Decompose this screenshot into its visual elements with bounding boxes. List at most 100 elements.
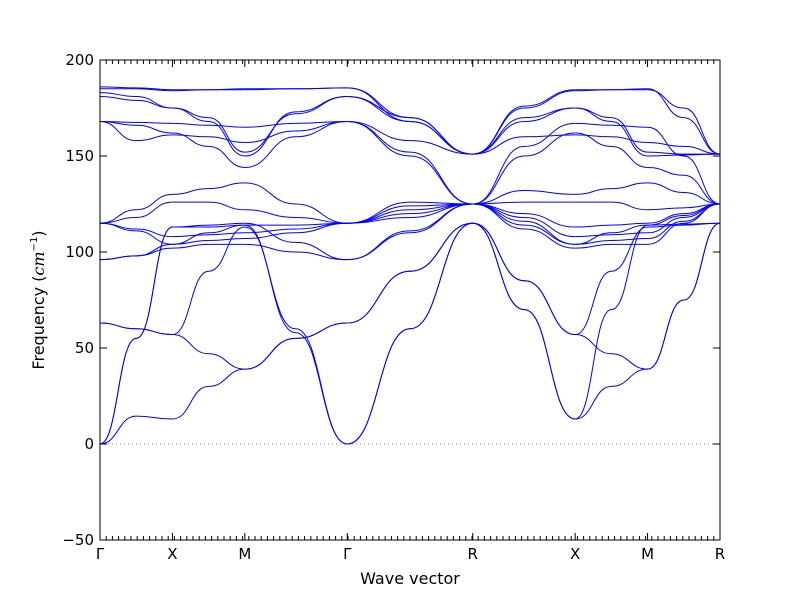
band-line-seg4-b12	[472, 122, 576, 205]
x-tick-label: R	[468, 545, 478, 563]
band-line-seg2-b12	[244, 120, 348, 128]
band-line-seg1-b6	[172, 238, 245, 245]
band-line-seg5-b12	[575, 122, 648, 128]
band-line-seg2-b5	[244, 243, 348, 261]
y-tick-label: 0	[84, 435, 94, 453]
band-line-seg5-b0	[575, 368, 648, 420]
band-line-seg2-b4	[244, 222, 348, 261]
x-axis-label: Wave vector	[360, 569, 460, 588]
band-line-seg0-b0	[99, 415, 173, 445]
band-line-seg5-b17	[575, 88, 648, 91]
band-line-seg3-b7	[347, 203, 473, 224]
y-tick-label: 200	[65, 51, 94, 69]
band-line-seg0-b2	[99, 226, 173, 445]
band-line-seg6-b8	[647, 203, 721, 226]
band-line-seg3-b10	[347, 201, 473, 224]
plot-frame	[99, 59, 721, 541]
band-line-seg1-b10	[172, 182, 245, 195]
band-line-seg3-b12	[347, 120, 473, 205]
y-axis-label-unit: cm	[29, 251, 48, 275]
band-line-seg0-b8	[99, 222, 173, 245]
band-line-seg5-b15	[575, 107, 648, 157]
band-line-seg1-b8	[172, 224, 245, 245]
band-line-seg2-b11	[244, 120, 348, 169]
band-line-seg4-b0	[472, 222, 576, 420]
band-line-seg4-b10	[472, 190, 576, 205]
band-line-seg4-b13	[472, 134, 576, 155]
band-line-seg1-b2	[172, 226, 245, 336]
band-line-seg6-b10	[647, 182, 721, 205]
band-line-seg3-b1	[347, 222, 473, 445]
band-line-seg0-b13	[99, 120, 173, 142]
band-line-seg3-b6	[347, 203, 473, 224]
band-line-seg6-b16	[647, 89, 721, 155]
band-line-seg0-b4	[99, 322, 173, 336]
band-line-seg3-b16	[347, 87, 473, 155]
band-line-seg0-b7	[99, 222, 173, 238]
band-line-seg1-b4	[172, 222, 245, 228]
band-line-seg1-b17	[172, 88, 245, 91]
band-line-seg6-b9	[647, 203, 721, 211]
band-line-seg4-b9	[472, 201, 576, 205]
band-line-seg3-b9	[347, 203, 473, 224]
band-line-seg5-b3	[574, 224, 648, 420]
band-line-seg3-b2	[347, 222, 473, 324]
y-tick-label: 50	[75, 339, 94, 357]
band-line-seg6-b15	[647, 153, 721, 157]
band-line-seg3-b3	[347, 222, 473, 324]
x-tick-label: M	[238, 545, 251, 563]
band-line-seg6-b3	[647, 222, 721, 226]
band-line-seg2-b13	[244, 120, 348, 144]
x-tick-label: Γ	[343, 545, 352, 563]
band-line-seg4-b15	[472, 107, 576, 155]
band-line-seg1-b12	[172, 122, 245, 128]
band-line-seg4-b4	[472, 203, 576, 249]
band-line-seg5-b7	[575, 232, 648, 238]
band-line-seg0-b16	[99, 88, 173, 92]
band-line-seg2-b6	[244, 222, 348, 240]
y-axis-ticks: −50 0 50 100 150 200	[62, 51, 720, 549]
band-line-seg4-b3	[472, 222, 576, 336]
y-tick-label: −50	[62, 531, 94, 549]
band-line-seg5-b2	[575, 226, 648, 336]
x-tick-label: R	[715, 545, 725, 563]
band-line-seg2-b2	[244, 226, 348, 445]
band-line-seg0-b1	[99, 226, 173, 445]
band-line-seg0-b10	[99, 193, 173, 224]
band-line-seg6-b0	[647, 222, 721, 370]
band-line-seg3-b15	[347, 95, 473, 155]
band-line-seg0-b9	[99, 201, 173, 224]
x-tick-label: M	[641, 545, 654, 563]
band-line-seg0-b12	[99, 120, 173, 124]
band-line-seg3-b8	[347, 203, 473, 224]
band-line-seg3-b17	[347, 87, 473, 155]
y-axis-label-text: Frequency (	[29, 276, 48, 370]
band-line-seg6-b17	[647, 88, 721, 155]
band-line-seg4-b17	[472, 89, 576, 155]
band-line-seg1-b5	[172, 243, 245, 249]
band-line-seg0-b6	[99, 243, 173, 261]
band-line-seg5-b6	[575, 238, 648, 245]
band-line-seg4-b16	[472, 90, 576, 155]
band-line-seg4-b6	[472, 203, 576, 238]
band-line-seg0-b17	[99, 86, 173, 91]
band-line-seg5-b9	[575, 201, 648, 211]
x-tick-label: Γ	[96, 545, 105, 563]
band-line-seg4-b5	[472, 203, 576, 245]
band-line-seg4-b1	[472, 222, 576, 420]
bands-layer	[99, 86, 721, 445]
band-line-seg1-b1	[172, 334, 245, 370]
band-line-seg2-b17	[244, 87, 348, 90]
band-line-seg2-b15	[244, 95, 348, 157]
band-line-seg2-b0	[244, 322, 348, 370]
band-line-seg6-b12	[647, 126, 721, 205]
band-line-seg0-b5	[99, 247, 173, 261]
band-line-seg1-b15	[172, 107, 245, 157]
band-line-seg2-b1	[244, 322, 348, 370]
band-line-seg1-b14	[172, 107, 245, 153]
band-line-seg4-b8	[472, 203, 576, 228]
y-axis-label-unit-exponent: −1	[29, 237, 40, 252]
y-tick-label: 100	[65, 243, 94, 261]
